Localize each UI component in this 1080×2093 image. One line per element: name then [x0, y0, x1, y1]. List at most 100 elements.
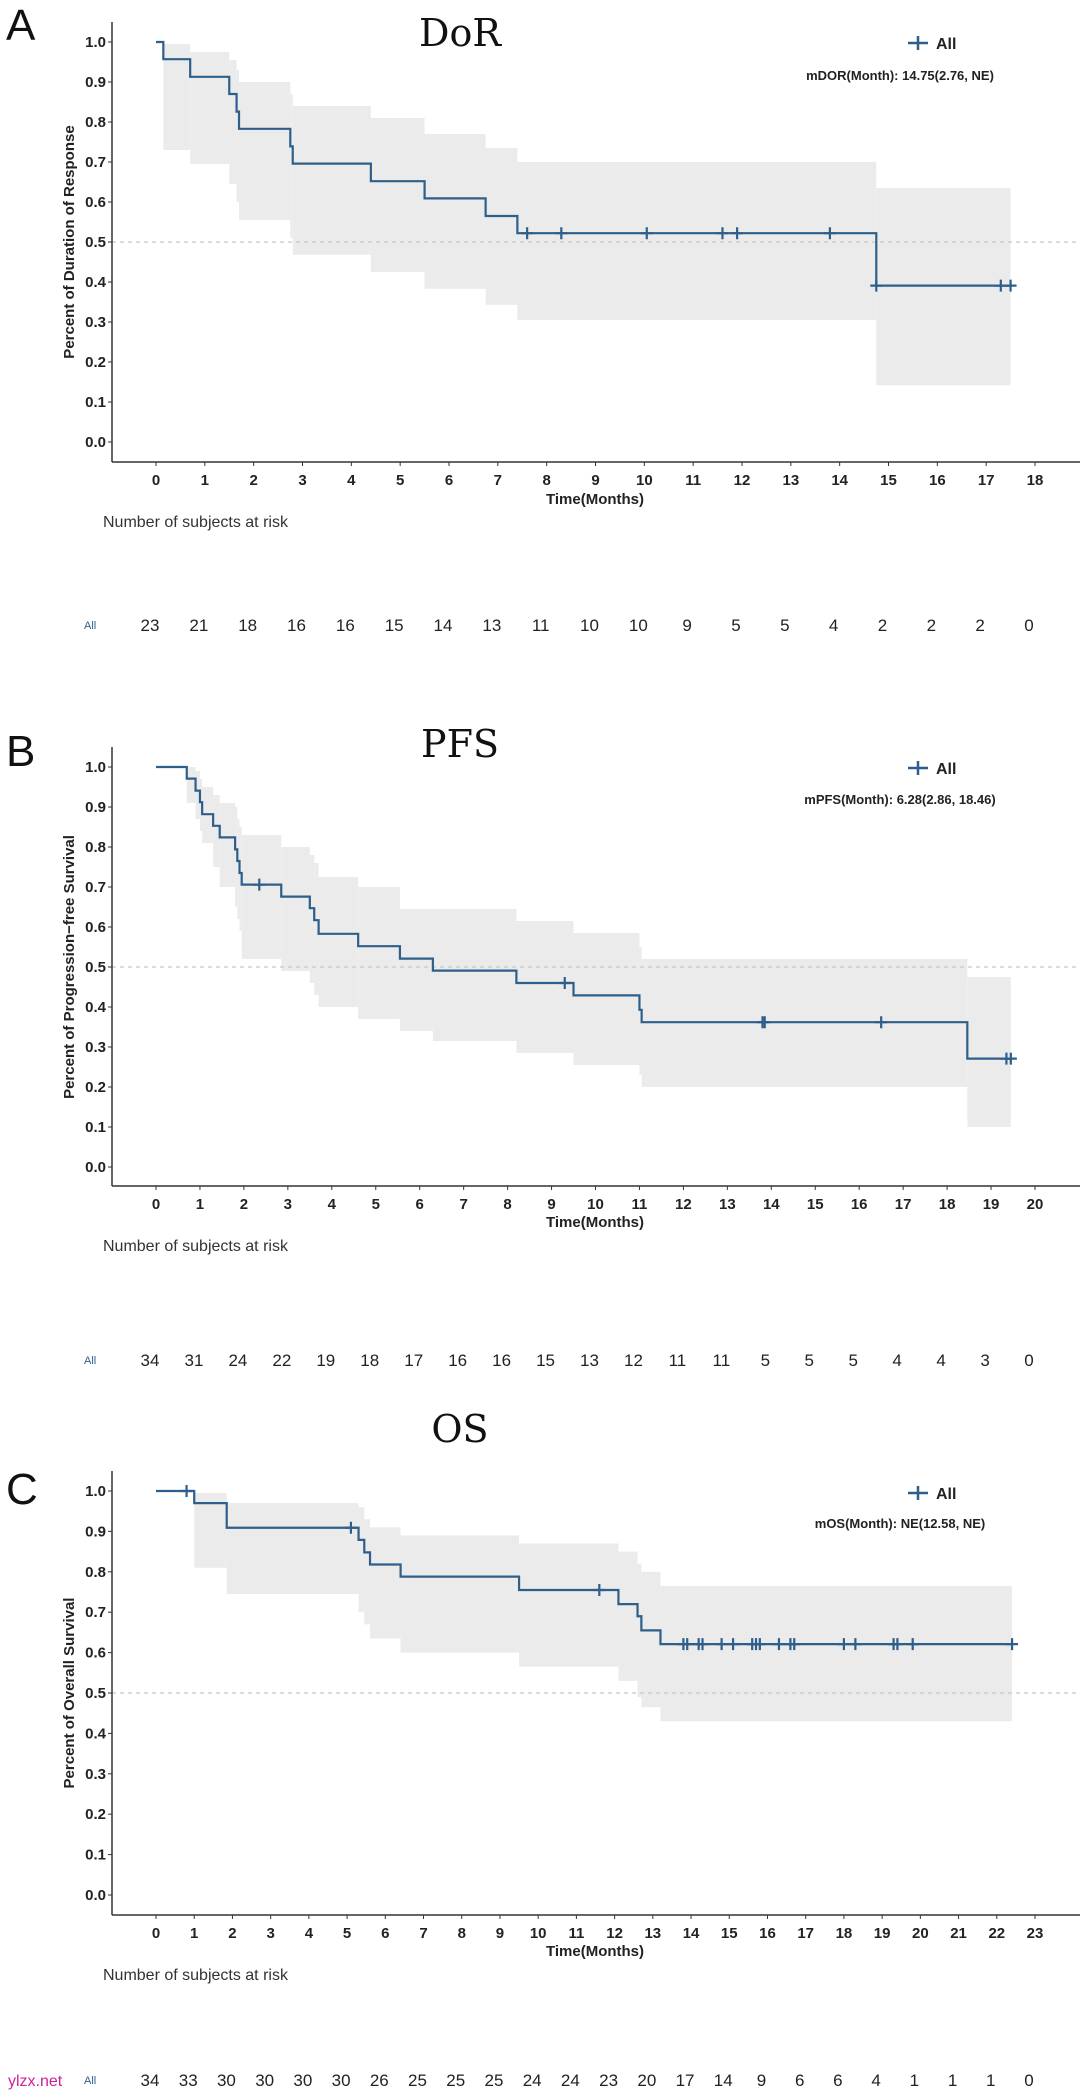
legend-label: All [936, 36, 956, 53]
censor-mark [593, 1583, 606, 1596]
risk-count: 31 [184, 1351, 203, 1370]
ci-band-segment [239, 82, 291, 220]
x-tick-label: 12 [734, 472, 751, 489]
risk-count: 18 [238, 616, 257, 635]
risk-count: 12 [624, 1351, 643, 1370]
median-summary: mDOR(Month): 14.75(2.76, NE) [806, 68, 994, 83]
risk-count: 34 [141, 2071, 160, 2090]
censor-mark [521, 227, 534, 240]
censor-mark [823, 227, 836, 240]
censor-mark [558, 977, 571, 989]
x-tick-label: 2 [228, 1925, 236, 1942]
risk-count: 5 [805, 1351, 814, 1370]
x-tick-label: 19 [874, 1925, 891, 1942]
x-tick-label: 14 [831, 472, 848, 489]
x-tick-label: 13 [644, 1925, 661, 1942]
risk-count: 14 [714, 2071, 733, 2090]
risk-count: 10 [580, 616, 599, 635]
risk-count: 4 [892, 1351, 901, 1370]
risk-count: 17 [404, 1351, 423, 1370]
x-tick-label: 5 [372, 1196, 380, 1213]
risk-table-heading: Number of subjects at risk [103, 1967, 289, 1984]
y-tick-label: 1.0 [85, 759, 106, 776]
risk-table-heading: Number of subjects at risk [103, 1238, 289, 1255]
x-tick-label: 15 [880, 472, 897, 489]
ci-band-segment [190, 52, 230, 164]
risk-table-heading: Number of subjects at risk [103, 514, 289, 531]
legend-label: All [936, 761, 956, 778]
x-tick-label: 11 [568, 1925, 584, 1942]
risk-count: 13 [580, 1351, 599, 1370]
risk-count: 2 [878, 616, 887, 635]
y-tick-label: 0.4 [85, 1725, 107, 1742]
risk-count: 25 [446, 2071, 465, 2090]
ci-band-segment [358, 1507, 365, 1613]
risk-count: 11 [713, 1351, 731, 1370]
median-summary: mPFS(Month): 6.28(2.86, 18.46) [804, 792, 995, 807]
risk-count: 16 [336, 616, 355, 635]
x-tick-label: 4 [347, 472, 356, 489]
censor-mark [1006, 1638, 1019, 1651]
risk-count: 23 [599, 2071, 618, 2090]
panel-letter: A [6, 1, 36, 50]
risk-count: 15 [536, 1351, 555, 1370]
x-tick-label: 1 [196, 1196, 204, 1213]
legend-plus-icon [908, 1486, 928, 1500]
risk-count: 1 [948, 2071, 957, 2090]
censor-mark [906, 1638, 919, 1651]
ci-band-segment [517, 162, 877, 320]
y-tick-label: 0.8 [85, 839, 106, 856]
censor-mark [696, 1638, 709, 1651]
risk-count: 1 [910, 2071, 919, 2090]
x-tick-label: 14 [763, 1196, 780, 1213]
ci-band-segment [358, 887, 400, 1019]
risk-count: 16 [492, 1351, 511, 1370]
x-tick-label: 8 [542, 472, 550, 489]
ci-band-segment [519, 1543, 619, 1667]
x-tick-label: 23 [1027, 1925, 1044, 1942]
x-tick-label: 20 [1027, 1196, 1044, 1213]
risk-count: 25 [484, 2071, 503, 2090]
x-tick-label: 7 [494, 472, 502, 489]
y-tick-label: 0.6 [85, 919, 106, 936]
y-tick-label: 0.2 [85, 1079, 106, 1096]
ci-band-segment [186, 767, 196, 803]
x-tick-label: 9 [547, 1196, 555, 1213]
y-tick-label: 0.6 [85, 1645, 106, 1662]
chart-title: DoR [419, 11, 502, 55]
y-tick-label: 0.0 [85, 1159, 106, 1176]
y-tick-label: 1.0 [85, 1483, 106, 1500]
ci-band-segment [213, 795, 220, 867]
risk-count: 30 [293, 2071, 312, 2090]
y-tick-label: 0.2 [85, 354, 106, 371]
risk-count: 6 [795, 2071, 804, 2090]
median-summary: mOS(Month): NE(12.58, NE) [815, 1516, 985, 1531]
y-tick-label: 0.3 [85, 314, 106, 331]
x-tick-label: 6 [416, 1196, 424, 1213]
x-tick-label: 18 [836, 1925, 853, 1942]
x-tick-label: 5 [396, 472, 404, 489]
ci-band-segment [229, 60, 237, 184]
watermark: ylzx.net [8, 2073, 63, 2090]
censor-mark [555, 227, 568, 240]
x-axis-title: Time(Months) [546, 1943, 644, 1960]
risk-count: 24 [561, 2071, 580, 2090]
survival-curve [156, 40, 1011, 287]
censor-mark [1004, 1052, 1017, 1065]
x-tick-label: 3 [298, 472, 306, 489]
censor-mark [640, 227, 653, 240]
ci-band-segment [660, 1585, 1013, 1722]
x-tick-label: 12 [675, 1196, 692, 1213]
y-axis-title: Percent of Progression−free Survival [61, 835, 78, 1099]
risk-count: 11 [669, 1351, 687, 1370]
chart-title: PFS [421, 722, 499, 766]
censor-mark [849, 1638, 862, 1651]
x-tick-label: 2 [240, 1196, 248, 1213]
x-tick-label: 3 [284, 1196, 292, 1213]
x-tick-label: 18 [1027, 472, 1044, 489]
risk-count: 16 [287, 616, 306, 635]
y-tick-label: 0.4 [85, 999, 107, 1016]
risk-count: 21 [189, 616, 208, 635]
censor-mark [875, 1016, 888, 1029]
